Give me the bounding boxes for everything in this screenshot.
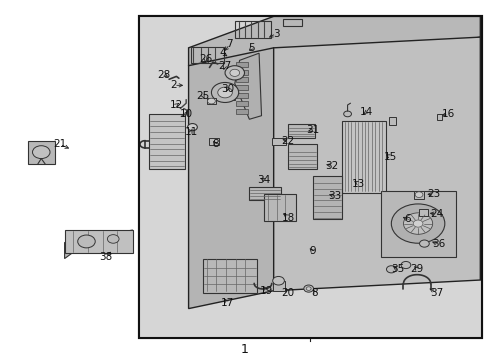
Text: 2: 2 (170, 80, 177, 90)
Circle shape (414, 192, 422, 198)
Text: 31: 31 (305, 125, 319, 135)
Bar (206, 98, 216, 104)
Bar (236, 85, 248, 90)
Text: 18: 18 (281, 212, 294, 222)
Text: 8: 8 (212, 139, 218, 149)
Text: 1: 1 (240, 343, 248, 356)
Circle shape (305, 287, 310, 291)
Circle shape (412, 220, 422, 227)
Text: 14: 14 (359, 107, 372, 117)
Circle shape (187, 123, 197, 131)
Text: 34: 34 (257, 175, 270, 185)
Circle shape (386, 266, 395, 273)
Bar (380, 191, 455, 257)
Bar (191, 47, 224, 63)
Bar (436, 113, 442, 120)
Text: 10: 10 (179, 109, 192, 119)
Bar (236, 109, 248, 114)
Circle shape (78, 235, 95, 248)
Circle shape (217, 87, 232, 98)
Circle shape (343, 111, 351, 117)
Text: 28: 28 (157, 69, 170, 80)
Circle shape (229, 69, 239, 76)
Circle shape (400, 261, 410, 269)
Bar (287, 123, 314, 138)
Circle shape (390, 204, 444, 243)
Circle shape (207, 98, 215, 104)
Bar (418, 209, 427, 216)
Text: 16: 16 (441, 109, 454, 119)
Text: 13: 13 (351, 179, 365, 189)
Bar (287, 144, 317, 169)
Polygon shape (64, 230, 132, 258)
Bar (272, 138, 285, 145)
Bar (341, 121, 385, 193)
Circle shape (272, 276, 284, 285)
Bar (209, 138, 219, 145)
Text: 4: 4 (219, 48, 225, 58)
Bar (264, 194, 295, 221)
Polygon shape (188, 48, 273, 309)
Circle shape (107, 235, 119, 243)
Text: 12: 12 (169, 100, 183, 110)
Circle shape (32, 146, 50, 158)
Text: 23: 23 (427, 189, 440, 199)
Bar (236, 77, 248, 82)
Bar (28, 141, 55, 164)
Circle shape (224, 66, 244, 80)
Polygon shape (234, 53, 261, 119)
Bar (236, 62, 248, 67)
Text: 17: 17 (221, 298, 234, 308)
Bar (413, 191, 424, 199)
Text: 20: 20 (281, 288, 294, 297)
Bar (139, 17, 481, 338)
Text: 38: 38 (99, 252, 112, 262)
Circle shape (403, 213, 432, 234)
Bar (236, 101, 248, 106)
Bar (312, 176, 341, 219)
Circle shape (211, 82, 238, 103)
Text: 22: 22 (281, 136, 294, 146)
Bar (388, 117, 395, 125)
Text: 6: 6 (403, 214, 410, 224)
Text: 3: 3 (272, 28, 279, 39)
Bar (249, 187, 281, 200)
Text: 30: 30 (221, 84, 234, 94)
Text: 32: 32 (325, 161, 338, 171)
Circle shape (303, 285, 313, 292)
Bar (139, 17, 481, 338)
Text: 24: 24 (429, 209, 442, 219)
Bar (234, 21, 271, 38)
Text: 27: 27 (218, 61, 231, 71)
Text: 25: 25 (196, 91, 209, 101)
Bar (272, 281, 285, 292)
Bar (236, 93, 248, 98)
Polygon shape (273, 37, 479, 291)
Text: 29: 29 (409, 264, 423, 274)
Bar (215, 85, 234, 100)
Text: 11: 11 (184, 127, 197, 137)
Text: 37: 37 (429, 288, 442, 297)
Text: 9: 9 (308, 247, 315, 256)
Bar (283, 19, 301, 26)
Text: 26: 26 (199, 54, 212, 64)
Text: 15: 15 (383, 152, 396, 162)
Polygon shape (188, 17, 479, 66)
Text: 7: 7 (226, 39, 233, 49)
Text: 19: 19 (259, 286, 272, 296)
Circle shape (419, 240, 428, 247)
Bar (148, 114, 185, 169)
Text: 8: 8 (311, 288, 318, 297)
Text: 33: 33 (327, 191, 340, 201)
Text: 5: 5 (248, 43, 255, 53)
Text: 35: 35 (390, 264, 404, 274)
Bar (236, 69, 248, 75)
Bar (203, 258, 256, 293)
Bar (64, 230, 132, 253)
Text: 21: 21 (53, 139, 66, 149)
Bar (140, 17, 480, 337)
Text: 36: 36 (431, 239, 445, 249)
